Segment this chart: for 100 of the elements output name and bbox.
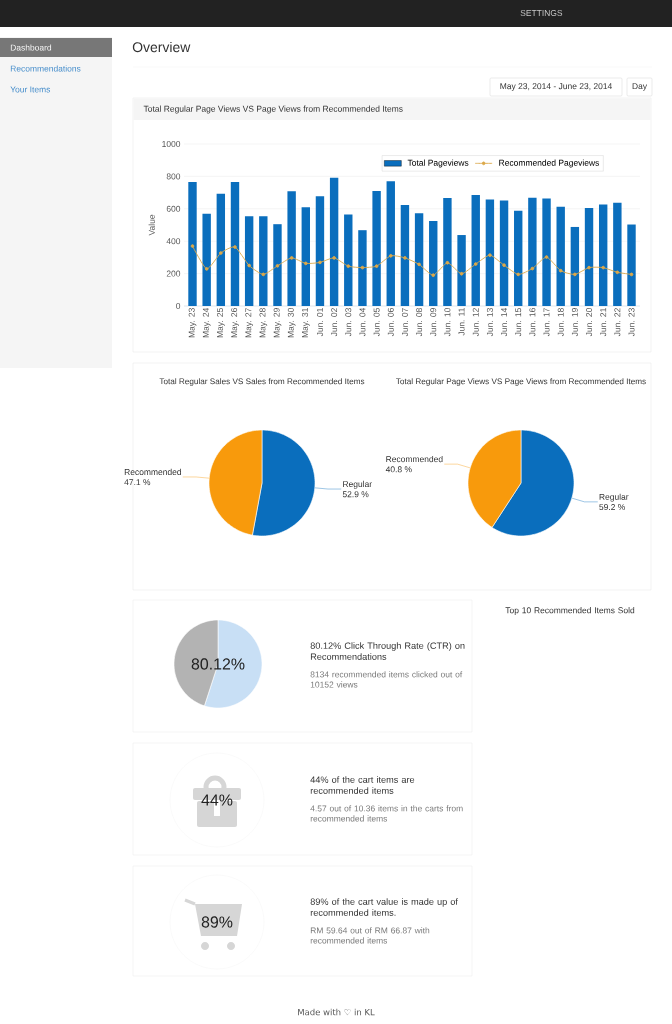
text: 80.12% (191, 658, 245, 670)
x-tick-label: Jun. 01 (316, 308, 323, 337)
point (289, 256, 294, 260)
bar (542, 198, 551, 306)
y-tick-label: 400 (166, 238, 181, 245)
point (275, 263, 280, 268)
bar (216, 193, 226, 306)
data-label: 40.8 % (385, 466, 412, 473)
bar (230, 181, 240, 306)
bar (499, 200, 509, 306)
x-tick-label: May. 25 (216, 308, 225, 338)
bar (315, 196, 325, 306)
chart-title: Total Regular Page Views VS Page Views from Recommended Items (143, 105, 403, 114)
bar (273, 224, 282, 306)
point (374, 264, 379, 268)
point (530, 266, 535, 271)
bar (344, 214, 353, 306)
point (601, 265, 606, 270)
text: Day (632, 83, 648, 91)
point (615, 270, 620, 275)
text: Dashboard (10, 44, 52, 51)
point (360, 265, 365, 270)
bar (598, 204, 608, 306)
x-tick-label: May. 30 (287, 308, 296, 338)
x-tick-label: Jun. 02 (331, 308, 338, 337)
text: Recommendations (10, 65, 81, 72)
text: Top 10 Recommended Items Sold (505, 607, 635, 615)
bar (400, 205, 410, 306)
bar (429, 221, 438, 306)
x-tick-label: Jun. 04 (359, 307, 366, 337)
text: Overview (132, 41, 191, 53)
slice-label: Regular (343, 480, 372, 489)
x-tick-label: Jun. 17 (543, 308, 550, 337)
chart-title: Total Regular Page Views VS Page Views from Recommended Items (396, 378, 646, 386)
slice-label: Recommended (386, 455, 443, 463)
point (573, 272, 577, 277)
text: May 23, 2014 - June 23, 2014 (500, 83, 612, 91)
bar (443, 197, 452, 306)
x-tick-label: May. 28 (259, 308, 268, 338)
point (431, 273, 436, 278)
x-tick-label: Jun. 12 (472, 308, 479, 337)
text: 4.57 out of 10.36 items in the carts from recommended items (310, 805, 463, 822)
point (261, 272, 266, 277)
text: SETTINGS (520, 10, 563, 16)
point (459, 271, 464, 276)
x-tick-label: Jun. 18 (557, 308, 564, 337)
text: Your Items (10, 86, 51, 93)
x-tick-label: Jun. 15 (515, 308, 522, 337)
bar (259, 216, 268, 306)
data-label: 47.1 % (124, 479, 151, 486)
x-tick-label: Jun. 22 (614, 308, 621, 337)
x-tick-label: Jun. 21 (600, 308, 607, 337)
legend-label: Total Pageviews (407, 159, 469, 168)
text: 89% (201, 916, 233, 928)
x-tick-label: Jun. 19 (571, 308, 578, 337)
text: 89% of the cart value is made up of recommended items. (310, 898, 458, 916)
data-label: 59.2 % (599, 504, 626, 511)
x-tick-label: Jun. 03 (345, 308, 352, 337)
bar (556, 206, 565, 306)
bar (514, 210, 523, 306)
x-tick-label: Jun. 13 (486, 308, 493, 337)
point (516, 272, 521, 277)
x-tick-label: Jun. 07 (401, 308, 408, 337)
point (332, 256, 336, 260)
data-label: 52.9 % (342, 491, 369, 498)
point (488, 253, 492, 257)
y-tick-label: 200 (166, 270, 181, 277)
point (587, 265, 591, 270)
bar (584, 207, 594, 306)
y-tick-label: 800 (166, 173, 181, 180)
text: 44% (201, 794, 233, 806)
x-tick-label: Jun. 14 (501, 307, 508, 337)
x-tick-label: Jun. 11 (458, 308, 465, 336)
bar (570, 226, 580, 306)
bar (627, 224, 636, 306)
text: 80.12% Click Through Rate (CTR) on Recommendations (310, 642, 465, 660)
point (417, 262, 421, 267)
point (247, 263, 251, 268)
point (629, 272, 634, 277)
point (473, 262, 478, 266)
x-tick-label: May. 24 (202, 307, 211, 338)
x-tick-label: Jun. 23 (628, 308, 635, 337)
point (218, 251, 223, 255)
bar (386, 181, 395, 306)
bar (358, 230, 367, 306)
legend-label: Recommended Pageviews (499, 159, 599, 168)
x-tick-label: May. 31 (301, 308, 310, 338)
text: RM 59.64 out of RM 66.87 with recommended items (310, 927, 430, 944)
point (544, 255, 549, 259)
text: Made with ♡ in KL (298, 1008, 375, 1016)
bar (372, 190, 381, 306)
text: 44% of the cart items are recommended items (310, 776, 415, 794)
x-tick-label: Jun. 05 (373, 308, 380, 337)
slice-label: Regular (599, 493, 629, 502)
bar (471, 195, 480, 306)
x-tick-label: Jun. 08 (416, 308, 423, 337)
point (502, 263, 506, 268)
y-tick-label: 1000 (162, 141, 181, 147)
point (233, 245, 237, 249)
bar (457, 235, 466, 306)
